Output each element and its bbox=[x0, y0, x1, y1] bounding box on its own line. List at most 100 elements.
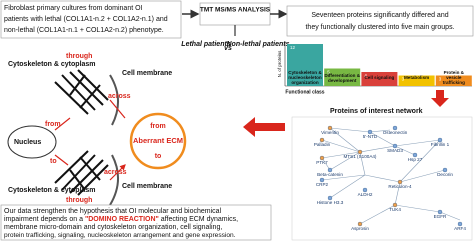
summary-line: Seventeen proteins significantly differe… bbox=[311, 12, 448, 19]
summary-line: they functionally clustered into five ma… bbox=[305, 24, 454, 31]
intro-box bbox=[0, 0, 182, 39]
node-dot bbox=[392, 202, 398, 208]
network-nodes: Vimentin 5'-NTD Osteonectin Palladin SMAD3 Fi… bbox=[314, 125, 466, 231]
bar-label: Metabolism bbox=[403, 75, 430, 80]
node-dot bbox=[412, 152, 418, 158]
bar-label-box: Differentiation & development bbox=[324, 72, 361, 83]
label: Cytoskeleton & cytoplasm bbox=[8, 61, 96, 68]
class-chart: N. of proteins Functional class 12 Cytosk… bbox=[277, 42, 472, 95]
label: Nucleus bbox=[14, 139, 41, 146]
node-dot bbox=[327, 195, 333, 201]
bar-value: 4 bbox=[364, 73, 367, 78]
bar-label: Differentiation & development bbox=[324, 72, 361, 83]
bar-value: 3 bbox=[439, 77, 442, 82]
node-label: Fibrillin 1 bbox=[431, 142, 450, 147]
node-label: TUK4 bbox=[389, 207, 401, 212]
bar-value: 3 bbox=[402, 77, 405, 82]
network-title: Proteins of interest network bbox=[330, 108, 423, 115]
node-label: ALDH2 bbox=[358, 192, 373, 197]
node-label: Beta-catenin bbox=[317, 172, 343, 177]
node-label: Osteonectin bbox=[383, 130, 408, 135]
node-label: ARF4 bbox=[454, 226, 466, 231]
label: across bbox=[104, 169, 127, 176]
bar-label-box: Metabolism bbox=[403, 75, 430, 80]
node-dot bbox=[319, 155, 325, 161]
cell-diagram: Cytoskeleton & cytoplasm through Cell me… bbox=[7, 53, 187, 206]
domino: "DOMINO REACTION" bbox=[85, 216, 159, 223]
node-label: EGFR bbox=[434, 214, 447, 219]
label: Cell membrane bbox=[122, 70, 172, 77]
y-label: N. of proteins bbox=[277, 50, 282, 78]
lethal-label: Lethal patients bbox=[181, 41, 231, 48]
arrow bbox=[243, 117, 285, 137]
node-dot bbox=[442, 167, 448, 173]
conclusion-line: protein trafficking, signaling, nucleosk… bbox=[4, 232, 236, 239]
bar bbox=[361, 72, 398, 86]
nucleus-shape bbox=[7, 125, 57, 159]
node-label: CRP2 bbox=[316, 182, 329, 187]
node-dot bbox=[327, 125, 333, 131]
node-label: Hsp 27 bbox=[408, 157, 423, 162]
bar-label: Cytoskeleton & nucleoskeleton organizati… bbox=[288, 70, 322, 85]
conclusion-box bbox=[0, 204, 272, 241]
analysis-title: TMT MS/MS ANALYSIS bbox=[200, 7, 271, 14]
conclusion-line: Our data strengthen the hypothesis that … bbox=[4, 208, 222, 215]
label: across bbox=[108, 93, 131, 100]
bar bbox=[398, 75, 435, 86]
bar bbox=[287, 44, 323, 86]
bar-label-box: Cell signaling bbox=[364, 75, 395, 80]
label: to bbox=[50, 158, 57, 165]
fibers-top bbox=[54, 69, 109, 115]
label: through bbox=[66, 53, 92, 60]
text: affecting ECM dynamics, bbox=[159, 216, 238, 223]
node-label: Asprosin bbox=[351, 226, 369, 231]
node-dot bbox=[327, 167, 333, 173]
ecm-circle bbox=[129, 112, 187, 170]
node-label: PTK7 bbox=[316, 160, 328, 165]
node-dot bbox=[319, 137, 325, 143]
x-label: Functional class bbox=[285, 89, 324, 95]
fibers-bottom bbox=[54, 150, 109, 196]
intro-line: Fibroblast primary cultures from dominan… bbox=[4, 5, 143, 12]
vs-label: vs bbox=[224, 45, 232, 52]
label: Aberrant ECM bbox=[133, 136, 183, 145]
bar bbox=[435, 75, 472, 86]
bar-label: Cell signaling bbox=[364, 75, 395, 80]
node-dot bbox=[437, 209, 443, 215]
bar-label-box: Cytoskeleton & nucleoskeleton organizati… bbox=[288, 70, 322, 85]
node-label: Decorin bbox=[437, 172, 453, 177]
bar-label: Protein & vesicle trafficking bbox=[442, 70, 465, 85]
node-dot bbox=[457, 221, 463, 227]
arrow bbox=[431, 90, 449, 107]
node-dot bbox=[357, 221, 363, 227]
intro-line: patients with lethal (COL1A1-n.2 + COL1A… bbox=[4, 16, 168, 23]
conclusion-line: membrane micro-domain and cytoskeleton o… bbox=[4, 224, 222, 231]
node-dot bbox=[392, 125, 398, 131]
node-dot bbox=[397, 179, 403, 185]
summary-box bbox=[286, 5, 474, 37]
node-dot bbox=[362, 187, 368, 193]
bar-value: 5 bbox=[327, 70, 330, 75]
label: Cell membrane bbox=[122, 183, 172, 190]
label: to bbox=[155, 153, 162, 160]
bar bbox=[324, 68, 361, 86]
label: through bbox=[66, 197, 92, 204]
node-dot bbox=[437, 137, 443, 143]
intro-line: non-lethal (COL1A1-n.1 + COL1A2-n.2) phe… bbox=[4, 27, 164, 34]
bar-value: 12 bbox=[290, 45, 296, 50]
node-label: Histone H3.3 bbox=[317, 200, 344, 205]
label: Cytoskeleton & cytoplasm bbox=[8, 187, 96, 194]
node-dot bbox=[319, 177, 325, 183]
bar-label-box: Protein & vesicle trafficking bbox=[442, 70, 465, 85]
label: from bbox=[45, 121, 61, 128]
node-label: Vimentin bbox=[321, 130, 339, 135]
nonlethal-label: Non-lethal patients bbox=[226, 41, 289, 48]
node-dot bbox=[367, 129, 373, 135]
text: impairment depends on a bbox=[4, 216, 85, 223]
node-label: Reticulon-4 bbox=[388, 184, 412, 189]
node-label: Palladin bbox=[314, 142, 331, 147]
node-label: MTS1 (S100A4) bbox=[344, 154, 377, 159]
node-dot bbox=[357, 149, 363, 155]
node-label: 5'-NTD bbox=[363, 134, 378, 139]
